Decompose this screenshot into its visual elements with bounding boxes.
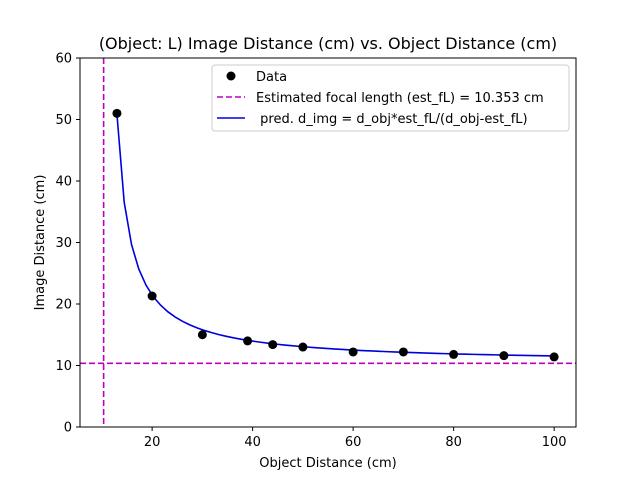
- data-point: [449, 349, 459, 359]
- legend-label-focal-line: Estimated focal length (est_fL) = 10.353…: [256, 91, 544, 106]
- y-tick-label: 0: [64, 421, 72, 436]
- data-point: [197, 330, 207, 340]
- data-point: [398, 347, 408, 357]
- data-point: [348, 347, 358, 357]
- y-tick-label: 60: [55, 52, 72, 67]
- data-point: [112, 108, 122, 118]
- y-tick-label: 50: [55, 113, 72, 128]
- x-tick-label: 40: [244, 435, 261, 450]
- legend-marker-data: [226, 71, 236, 81]
- legend-label-data: Data: [256, 70, 287, 85]
- plot-area: [80, 58, 576, 427]
- legend: Data Estimated focal length (est_fL) = 1…: [211, 64, 570, 132]
- y-tick-label: 20: [55, 298, 72, 313]
- data-point: [549, 352, 559, 362]
- data-point: [499, 351, 509, 361]
- data-point: [298, 342, 308, 352]
- legend-label-prediction: pred. d_img = d_obj*est_fL/(d_obj-est_fL…: [256, 112, 528, 127]
- x-tick-label: 100: [542, 435, 567, 450]
- prediction-curve: [116, 114, 555, 357]
- x-tick-label: 80: [445, 435, 462, 450]
- chart-title: (Object: L) Image Distance (cm) vs. Obje…: [99, 34, 557, 53]
- y-tick-label: 30: [55, 236, 72, 251]
- y-axis: 0 10 20 30 40 50 60: [55, 52, 80, 436]
- legend-box: [211, 64, 570, 132]
- y-tick-label: 10: [55, 359, 72, 374]
- y-tick-label: 40: [55, 175, 72, 190]
- x-axis: 20 40 60 80 100: [144, 427, 567, 450]
- data-point: [147, 291, 157, 301]
- data-point: [243, 336, 253, 346]
- y-axis-title: Image Distance (cm): [33, 175, 48, 311]
- data-point: [268, 340, 278, 350]
- x-axis-title: Object Distance (cm): [259, 456, 396, 471]
- x-tick-label: 20: [144, 435, 161, 450]
- x-tick-label: 60: [345, 435, 362, 450]
